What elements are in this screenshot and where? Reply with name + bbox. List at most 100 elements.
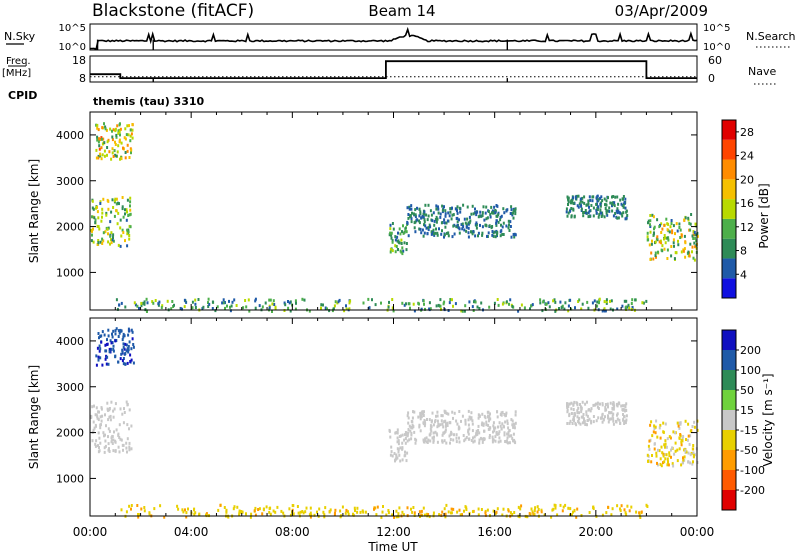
rti-cell [508,429,511,433]
rti-cell [479,436,482,440]
rti-cell [434,418,437,422]
rti-cell [586,414,589,418]
rti-cell [567,200,570,204]
rti-cell [574,421,577,425]
rti-cell [124,239,126,243]
rti-cell [119,218,122,222]
rti-cell [100,419,103,423]
rti-cell [110,238,112,242]
rti-cell [579,197,582,201]
rti-cell [472,440,475,444]
rti-cell [179,307,182,310]
rti-cell [444,212,447,216]
rti-cell [394,244,397,248]
rti-cell [119,329,122,333]
rti-cell [97,358,100,362]
rti-cell [489,212,492,216]
rti-cell [414,215,417,219]
rti-cell [115,209,118,213]
rti-cell [97,225,100,229]
rti-cell [654,251,657,255]
rti-cell [610,417,613,421]
rti-cell [656,461,658,465]
rti-cell [606,402,609,406]
rti-cell [441,439,444,443]
rti-cell [463,217,466,221]
rti-cell [683,234,686,238]
rti-cell [458,410,461,413]
rti-cell [421,410,424,414]
rti-cell [604,415,606,419]
rti-cell [499,439,502,443]
rti-cell [587,215,590,219]
rti-cell [625,216,628,220]
rti-cell [112,349,115,353]
rti-cell [666,457,669,461]
rti-cell [630,505,633,509]
rti-cell [572,408,575,411]
rti-cell [112,329,115,333]
rti-cell [136,304,139,308]
rti-cell [423,420,426,423]
rti-cell [691,245,694,249]
rti-cell [466,217,469,221]
rti-cell [407,234,410,238]
rti-cell [512,432,515,436]
rti-cell [430,213,433,217]
rti-cell [113,199,116,203]
rti-cell [605,199,608,203]
rti-cell [566,195,569,199]
rti-cell [496,214,499,218]
rti-cell [95,354,98,358]
rti-cell [578,202,581,206]
rti-cell [123,352,126,356]
rti-cell [519,507,522,511]
rti-cell [452,438,455,442]
rti-cell [481,211,484,215]
rti-cell [626,214,629,217]
rti-cell [223,301,226,304]
rti-cell [670,254,673,258]
rti-cell [131,337,134,341]
rti-cell [129,360,132,363]
rti-cell [391,222,394,225]
rti-cell [601,413,604,417]
rti-cell [445,503,448,507]
rti-cell [500,413,503,417]
rti-cell [348,301,351,305]
rti-cell [163,515,166,519]
nsearch-tick-top: 10^5 [703,23,730,34]
rti-cell [622,407,625,411]
rti-cell [622,413,624,416]
rti-cell [649,223,651,227]
velocity-colorbar-cell [722,390,736,410]
rti-cell [488,224,491,228]
rti-cell [435,207,438,211]
freq-label: Freq. [6,56,31,67]
power-colorbar-cell [722,120,736,140]
rti-cell [499,215,502,219]
rti-cell [475,223,478,226]
rti-cell [95,156,98,160]
rti-cell [352,513,355,517]
rti-cell [418,207,421,211]
rti-cell [689,453,692,457]
rti-cell [130,504,133,507]
rti-cell [661,451,664,455]
rti-cell [432,211,435,215]
rti-cell [348,307,351,311]
rti-cell [339,509,342,513]
rti-cell [96,210,99,214]
rti-cell [650,420,653,424]
rti-cell [567,304,570,308]
rti-cell [495,223,498,227]
rti-cell [117,243,120,247]
rti-cell [92,420,95,424]
nsky-label: N.Sky [4,30,36,43]
rti-cell [112,128,115,132]
rti-cell [397,448,400,452]
rti-cell [394,458,397,462]
rti-cell [485,205,488,209]
rti-cell [595,211,598,215]
rti-cell [435,304,438,308]
